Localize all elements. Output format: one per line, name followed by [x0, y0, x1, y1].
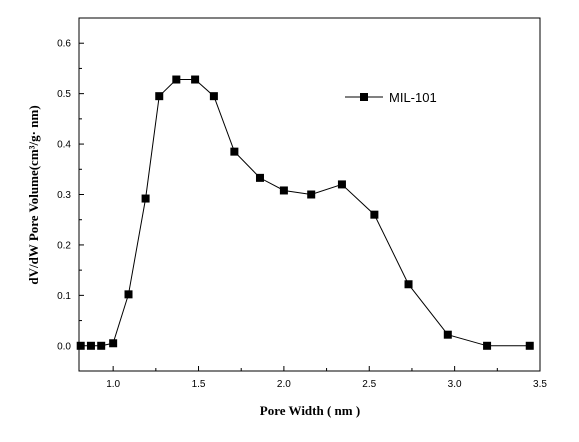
- x-axis-title: Pore Width ( nm ): [260, 403, 360, 418]
- y-axis: 0.0 0.1 0.2 0.3 0.4 0.5 0.6: [57, 39, 84, 352]
- legend-label: MIL-101: [389, 90, 437, 105]
- x-tick-label: 3.0: [448, 379, 462, 390]
- x-tick-label: 3.5: [533, 379, 547, 390]
- data-point: [155, 92, 164, 101]
- y-tick-label: 0.0: [57, 341, 71, 352]
- y-tick-label: 0.1: [57, 291, 71, 302]
- x-tick-label: 2.5: [362, 379, 376, 390]
- data-point: [109, 339, 118, 348]
- data-point: [337, 180, 346, 189]
- x-tick-label: 1.5: [192, 379, 206, 390]
- data-point: [279, 186, 288, 195]
- data-point: [443, 330, 452, 339]
- y-axis-title: dV/dW Pore Volume(cm³/g· nm): [26, 105, 41, 284]
- data-point: [76, 341, 85, 350]
- x-tick-label: 2.0: [277, 379, 291, 390]
- data-point: [209, 92, 218, 101]
- series-line: [80, 79, 530, 347]
- data-point: [230, 147, 239, 156]
- data-point: [141, 194, 150, 203]
- data-point: [124, 290, 133, 299]
- legend: MIL-101: [345, 90, 437, 105]
- y-tick-label: 0.3: [57, 190, 71, 201]
- data-point: [255, 173, 264, 182]
- x-tick-label: 1.0: [106, 379, 120, 390]
- legend-marker: [360, 93, 368, 101]
- y-tick-label: 0.6: [57, 39, 71, 50]
- data-point: [191, 75, 200, 84]
- data-point: [483, 341, 492, 350]
- y-tick-label: 0.2: [57, 240, 71, 251]
- data-point: [307, 190, 316, 199]
- data-point: [525, 341, 534, 350]
- x-axis: 1.0 1.5 2.0 2.5 3.0 3.5: [106, 366, 547, 390]
- data-point: [370, 210, 379, 219]
- data-point: [404, 280, 413, 289]
- data-point: [86, 341, 95, 350]
- y-tick-label: 0.5: [57, 89, 71, 100]
- series-layer: [76, 75, 534, 350]
- y-tick-label: 0.4: [57, 140, 71, 151]
- data-point: [172, 75, 181, 84]
- data-point: [97, 341, 106, 350]
